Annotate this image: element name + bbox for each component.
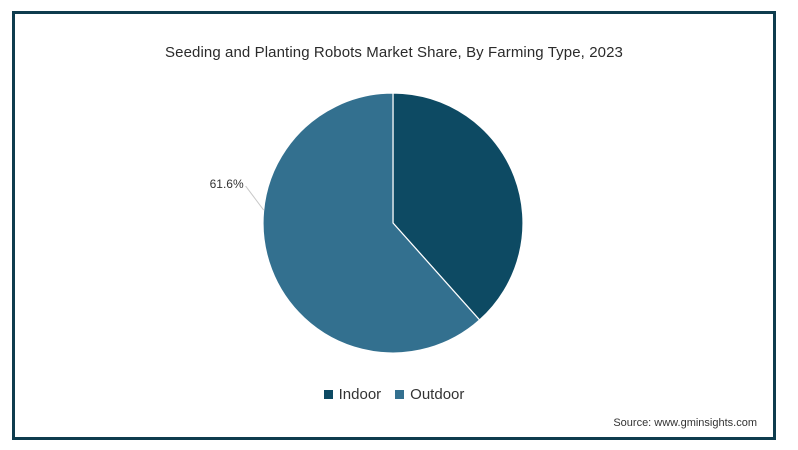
legend-label-outdoor: Outdoor <box>410 386 465 403</box>
legend-swatch-indoor <box>323 390 333 399</box>
legend-swatch-outdoor <box>395 390 405 399</box>
legend-item-outdoor: Outdoor <box>395 386 464 403</box>
pie-slice-indoor <box>392 92 524 321</box>
pie-chart: 61.6% <box>210 92 524 354</box>
chart-title: Seeding and Planting Robots Market Share… <box>165 44 623 61</box>
pie-slice-outdoor <box>262 92 481 354</box>
data-label-outdoor: 61.6% <box>210 177 244 191</box>
legend-label-indoor: Indoor <box>338 386 382 403</box>
legend: Indoor Outdoor <box>15 386 773 403</box>
source-note: Source: www.gminsights.com <box>613 417 757 429</box>
leader-line-outdoor <box>245 185 265 211</box>
legend-item-indoor: Indoor <box>323 386 382 403</box>
chart-frame: Seeding and Planting Robots Market Share… <box>12 11 776 440</box>
